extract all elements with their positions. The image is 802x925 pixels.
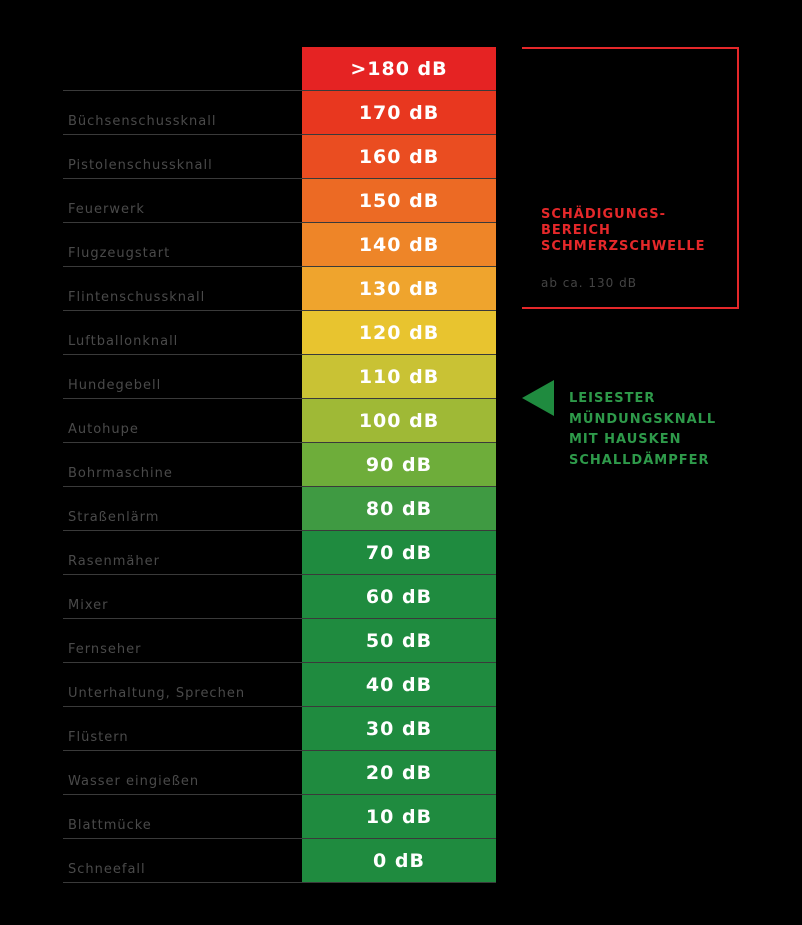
noise-source-label: Rasenmäher: [68, 554, 160, 569]
row-divider: [63, 882, 496, 883]
damage-zone-title-line: SCHÄDIGUNGS-: [541, 207, 667, 222]
scale-row: Flintenschussknall 130 dB: [0, 267, 802, 311]
scale-row: Fernseher 50 dB: [0, 619, 802, 663]
scale-row: Bohrmaschine 90 dB: [0, 443, 802, 487]
damage-zone-title: SCHÄDIGUNGS- BEREICH SCHMERZSCHWELLE: [541, 207, 706, 255]
decibel-cell: >180 dB: [302, 47, 496, 90]
quietest-note-line: LEISESTER: [569, 391, 656, 406]
quietest-note-line: MÜNDUNGSKNALL: [569, 411, 717, 427]
row-divider: [63, 310, 496, 311]
quietest-muzzle-note: LEISESTER MÜNDUNGSKNALL MIT HAUSKEN SCHA…: [569, 389, 716, 471]
row-divider: [63, 134, 496, 135]
decibel-cell: 170 dB: [302, 91, 496, 134]
scale-row: Schneefall 0 dB: [0, 839, 802, 883]
row-divider: [63, 794, 496, 795]
noise-source-label: Luftballonknall: [68, 334, 179, 349]
noise-source-label: Hundegebell: [68, 378, 162, 393]
decibel-cell: 160 dB: [302, 135, 496, 178]
noise-source-label: Autohupe: [68, 422, 139, 437]
scale-row: Flüstern 30 dB: [0, 707, 802, 751]
row-divider: [63, 90, 496, 91]
decibel-cell: 150 dB: [302, 179, 496, 222]
decibel-cell: 60 dB: [302, 575, 496, 618]
noise-source-label: Flüstern: [68, 730, 129, 745]
row-divider: [63, 662, 496, 663]
scale-row: Feuerwerk 150 dB: [0, 179, 802, 223]
decibel-cell: 70 dB: [302, 531, 496, 574]
decibel-cell: 10 dB: [302, 795, 496, 838]
scale-row: Rasenmäher 70 dB: [0, 531, 802, 575]
scale-row: Büchsenschussknall 170 dB: [0, 91, 802, 135]
row-divider: [63, 222, 496, 223]
row-divider: [63, 574, 496, 575]
row-divider: [63, 486, 496, 487]
row-divider: [63, 442, 496, 443]
decibel-cell: 130 dB: [302, 267, 496, 310]
scale-row: Blattmücke 10 dB: [0, 795, 802, 839]
quietest-note-line: SCHALLDÄMPFER: [569, 452, 710, 468]
decibel-cell: 20 dB: [302, 751, 496, 794]
noise-source-label: Wasser eingießen: [68, 774, 200, 789]
decibel-cell: 50 dB: [302, 619, 496, 662]
noise-source-label: Flintenschussknall: [68, 290, 206, 305]
noise-source-label: Schneefall: [68, 862, 146, 877]
noise-source-label: Straßenlärm: [68, 510, 160, 525]
scale-row: Hundegebell 110 dB: [0, 355, 802, 399]
left-triangle-icon: [522, 380, 554, 416]
decibel-cell: 80 dB: [302, 487, 496, 530]
decibel-cell: 40 dB: [302, 663, 496, 706]
noise-source-label: Büchsenschussknall: [68, 114, 217, 129]
row-divider: [63, 838, 496, 839]
damage-zone-title-line: BEREICH: [541, 223, 611, 238]
scale-row: Mixer 60 dB: [0, 575, 802, 619]
damage-zone-bracket: [522, 47, 739, 309]
decibel-cell: 90 dB: [302, 443, 496, 486]
decibel-cell: 120 dB: [302, 311, 496, 354]
scale-row: Flugzeugstart 140 dB: [0, 223, 802, 267]
row-divider: [63, 750, 496, 751]
noise-source-label: Blattmücke: [68, 818, 152, 833]
scale-row: Autohupe 100 dB: [0, 399, 802, 443]
noise-source-label: Feuerwerk: [68, 202, 145, 217]
damage-zone-subtitle: ab ca. 130 dB: [541, 276, 637, 290]
noise-source-label: Flugzeugstart: [68, 246, 171, 261]
noise-source-label: Pistolenschussknall: [68, 158, 213, 173]
decibel-cell: 100 dB: [302, 399, 496, 442]
scale-row: Luftballonknall 120 dB: [0, 311, 802, 355]
decibel-cell: 0 dB: [302, 839, 496, 882]
row-divider: [63, 178, 496, 179]
scale-row: >180 dB: [0, 47, 802, 91]
noise-source-label: Unterhaltung, Sprechen: [68, 686, 246, 701]
row-divider: [63, 706, 496, 707]
noise-source-label: Bohrmaschine: [68, 466, 173, 481]
scale-row: Unterhaltung, Sprechen 40 dB: [0, 663, 802, 707]
decibel-cell: 30 dB: [302, 707, 496, 750]
scale-row: Wasser eingießen 20 dB: [0, 751, 802, 795]
row-divider: [63, 266, 496, 267]
decibel-cell: 110 dB: [302, 355, 496, 398]
scale-row: Pistolenschussknall 160 dB: [0, 135, 802, 179]
decibel-cell: 140 dB: [302, 223, 496, 266]
row-divider: [63, 354, 496, 355]
quietest-note-line: MIT HAUSKEN: [569, 432, 682, 447]
damage-zone-title-line: SCHMERZSCHWELLE: [541, 239, 706, 254]
scale-row: Straßenlärm 80 dB: [0, 487, 802, 531]
noise-source-label: Mixer: [68, 598, 109, 613]
row-divider: [63, 530, 496, 531]
row-divider: [63, 618, 496, 619]
row-divider: [63, 398, 496, 399]
noise-source-label: Fernseher: [68, 642, 142, 657]
